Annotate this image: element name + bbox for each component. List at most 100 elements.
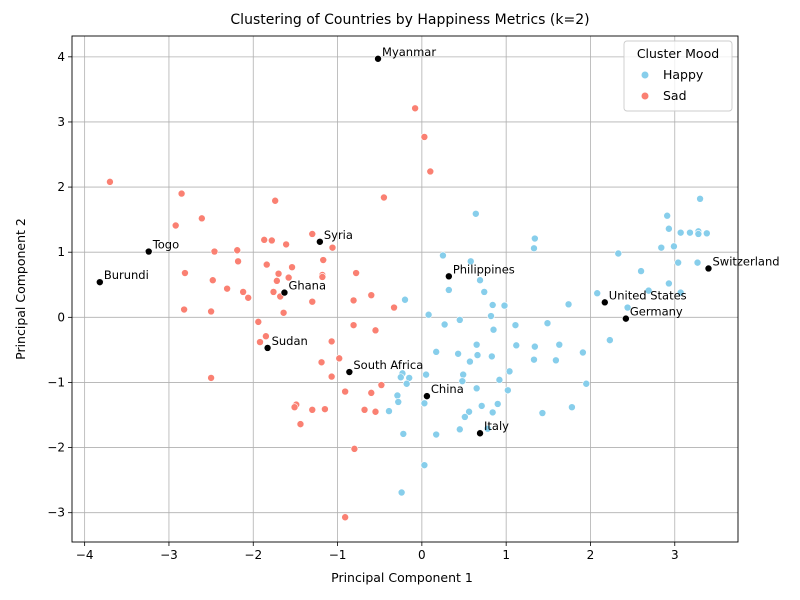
point-happy	[623, 303, 632, 312]
point-happy	[511, 321, 520, 329]
point-sad	[207, 374, 215, 382]
point-happy	[477, 402, 486, 410]
point-happy	[483, 424, 492, 433]
x-axis-label: Principal Component 1	[331, 570, 473, 585]
point-happy	[696, 195, 704, 203]
point-sad	[380, 193, 388, 202]
point-sad	[426, 167, 435, 176]
point-happy	[657, 243, 666, 252]
point-happy	[488, 352, 496, 361]
point-sad	[279, 308, 288, 317]
point-happy	[538, 409, 547, 417]
point-happy	[422, 370, 430, 379]
point-sad	[198, 214, 206, 223]
point-sad	[106, 178, 114, 186]
point-sad	[171, 221, 180, 230]
point-annotated	[144, 247, 153, 256]
annotation-label: United States	[609, 288, 687, 302]
point-happy	[488, 408, 497, 417]
point-sad	[360, 406, 369, 414]
point-happy	[394, 398, 403, 406]
point-annotated	[316, 237, 324, 246]
point-happy	[472, 340, 481, 349]
point-happy	[663, 211, 671, 220]
point-happy	[665, 279, 673, 288]
legend-title: Cluster Mood	[637, 46, 719, 61]
point-happy	[385, 407, 393, 415]
y-tick-label: 3	[57, 115, 65, 129]
point-sad	[367, 291, 376, 299]
point-happy	[543, 319, 552, 327]
point-happy	[420, 461, 429, 469]
point-happy	[504, 386, 512, 395]
point-annotated	[445, 272, 453, 281]
x-tick-label: −3	[160, 548, 178, 562]
point-happy	[555, 340, 564, 349]
point-sad	[267, 236, 276, 245]
point-sad	[260, 236, 269, 244]
point-annotated	[280, 288, 289, 297]
annotation-label: Myanmar	[382, 45, 436, 59]
legend-marker-happy	[641, 71, 649, 79]
y-tick-label: 1	[57, 245, 65, 259]
point-happy	[402, 379, 411, 388]
point-happy	[552, 356, 560, 365]
chart-title: Clustering of Countries by Happiness Met…	[230, 12, 589, 28]
point-happy	[440, 320, 449, 329]
y-tick-label: −3	[47, 506, 65, 520]
y-axis-label: Principal Component 2	[13, 218, 28, 360]
x-tick-label: 1	[502, 548, 510, 562]
point-sad	[377, 381, 386, 389]
point-happy	[473, 351, 482, 359]
point-happy	[500, 301, 509, 310]
point-happy	[531, 342, 539, 351]
point-happy	[568, 403, 576, 411]
annotation-label: Togo	[152, 238, 179, 252]
point-sad	[288, 263, 296, 271]
point-sad	[234, 257, 242, 266]
annotation-label: Germany	[630, 305, 683, 319]
point-happy	[472, 209, 480, 218]
point-sad	[390, 303, 398, 312]
point-happy	[676, 228, 685, 237]
point-sad	[420, 133, 429, 141]
point-sad	[180, 305, 188, 314]
point-happy	[694, 230, 703, 238]
annotation-label: Italy	[484, 419, 509, 433]
point-happy	[495, 376, 504, 384]
point-sad	[177, 189, 186, 198]
point-sad	[207, 307, 215, 316]
point-annotated	[476, 429, 484, 438]
point-annotated	[345, 368, 354, 376]
point-happy	[606, 336, 614, 344]
point-happy	[432, 430, 440, 439]
point-happy	[489, 325, 498, 334]
annotation-label: Burundi	[104, 268, 149, 282]
point-happy	[493, 400, 502, 408]
point-happy	[637, 267, 645, 275]
point-happy	[512, 341, 521, 350]
point-happy	[676, 288, 685, 297]
point-sad	[367, 389, 376, 397]
point-happy	[686, 228, 694, 237]
point-annotated	[96, 278, 104, 286]
point-sad	[335, 354, 344, 363]
point-happy	[466, 357, 474, 366]
annotation-label: Syria	[324, 228, 353, 242]
point-happy	[393, 391, 402, 400]
point-happy	[420, 399, 429, 408]
y-tick-label: 0	[57, 310, 65, 324]
point-sad	[341, 387, 349, 396]
point-sad	[282, 240, 290, 249]
grid-lines	[72, 36, 738, 542]
point-happy	[454, 349, 462, 358]
point-sad	[308, 406, 317, 414]
point-happy	[445, 286, 453, 294]
point-sad	[349, 321, 358, 329]
point-sad	[321, 405, 329, 413]
point-sad	[290, 403, 299, 411]
x-tick-label: 3	[671, 548, 679, 562]
point-sad	[350, 445, 359, 453]
point-happy	[582, 379, 591, 388]
